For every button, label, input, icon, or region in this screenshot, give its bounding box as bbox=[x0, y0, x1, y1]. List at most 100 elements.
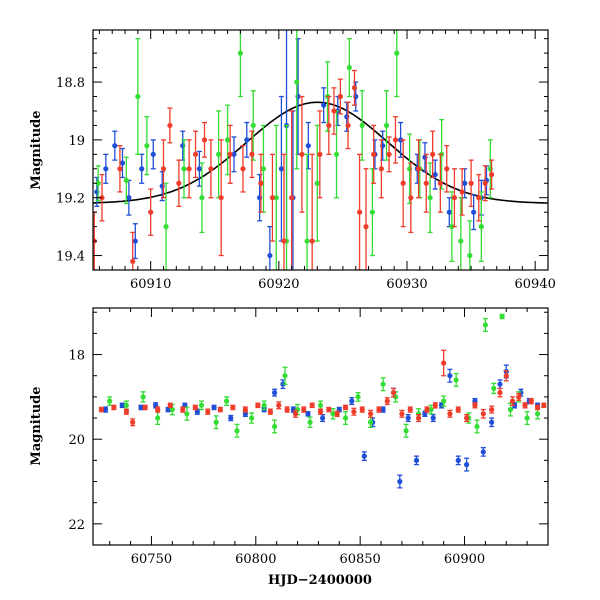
data-point bbox=[199, 162, 205, 234]
bottom-panel-frame bbox=[92, 307, 549, 546]
data-point bbox=[468, 159, 474, 208]
data-marker bbox=[130, 419, 136, 425]
data-marker bbox=[111, 404, 117, 411]
data-point bbox=[415, 413, 422, 423]
data-point bbox=[509, 396, 516, 406]
data-marker bbox=[378, 166, 384, 172]
top-panel: 60910 60920 60930 60940 18.8 19 19.2 19.4 Magni… bbox=[29, 29, 556, 292]
data-point bbox=[317, 110, 323, 199]
data-point bbox=[478, 191, 484, 262]
data-marker bbox=[430, 151, 436, 157]
data-marker bbox=[304, 238, 310, 244]
data-point bbox=[403, 423, 409, 438]
data-marker bbox=[267, 252, 273, 259]
data-marker bbox=[430, 415, 436, 421]
data-point bbox=[230, 404, 236, 411]
data-marker bbox=[397, 478, 403, 485]
data-marker bbox=[237, 50, 243, 56]
x-tick-label: 60850 bbox=[339, 552, 380, 567]
data-marker bbox=[249, 151, 255, 157]
data-marker bbox=[432, 171, 438, 178]
data-marker bbox=[123, 177, 129, 183]
y-tick-label: 18.8 bbox=[56, 76, 85, 91]
data-marker bbox=[380, 381, 386, 387]
data-point bbox=[240, 145, 246, 193]
data-point bbox=[516, 392, 522, 401]
data-point bbox=[351, 407, 357, 416]
data-point bbox=[102, 406, 109, 413]
data-point bbox=[380, 377, 386, 392]
data-point bbox=[103, 153, 109, 184]
data-point bbox=[427, 162, 433, 234]
top-panel-ticks: 60910 60920 60930 60940 18.8 19 19.2 19.4 bbox=[56, 30, 556, 292]
data-marker bbox=[349, 398, 355, 404]
data-marker bbox=[299, 151, 305, 157]
data-point bbox=[155, 411, 161, 426]
data-marker bbox=[399, 411, 405, 417]
data-marker bbox=[468, 180, 474, 186]
data-point bbox=[299, 95, 305, 213]
data-point bbox=[449, 191, 455, 262]
data-point bbox=[271, 419, 278, 434]
data-marker bbox=[534, 411, 541, 417]
data-marker bbox=[427, 195, 433, 201]
data-marker bbox=[201, 137, 208, 143]
y-tick-label: 19.4 bbox=[56, 250, 85, 265]
data-marker bbox=[119, 402, 125, 408]
data-point bbox=[321, 87, 327, 124]
top-panel-frame bbox=[92, 29, 549, 271]
data-marker bbox=[271, 423, 278, 430]
data-marker bbox=[117, 166, 123, 172]
data-marker bbox=[213, 419, 219, 425]
data-point bbox=[361, 451, 367, 462]
data-point bbox=[234, 423, 240, 438]
data-point bbox=[112, 130, 118, 161]
data-point bbox=[269, 153, 276, 242]
data-point bbox=[305, 121, 311, 170]
series-green bbox=[107, 313, 541, 438]
data-marker bbox=[497, 381, 503, 387]
data-point bbox=[119, 402, 125, 409]
data-point bbox=[380, 406, 386, 413]
data-marker bbox=[462, 180, 468, 186]
data-marker bbox=[371, 151, 377, 157]
data-marker bbox=[180, 406, 186, 413]
data-point bbox=[383, 90, 390, 161]
data-point bbox=[467, 220, 473, 270]
data-marker bbox=[292, 411, 299, 417]
data-marker bbox=[467, 252, 473, 259]
data-marker bbox=[278, 166, 285, 172]
data-marker bbox=[317, 409, 324, 415]
data-marker bbox=[359, 406, 365, 413]
data-point bbox=[390, 387, 397, 398]
data-marker bbox=[135, 93, 141, 100]
data-point bbox=[163, 182, 169, 270]
data-marker bbox=[489, 171, 495, 178]
data-marker bbox=[383, 122, 390, 129]
data-point bbox=[304, 153, 310, 270]
data-marker bbox=[140, 394, 146, 400]
data-point bbox=[314, 124, 320, 242]
data-marker bbox=[459, 189, 465, 195]
data-marker bbox=[169, 406, 175, 413]
data-marker bbox=[444, 166, 450, 172]
data-point bbox=[123, 156, 129, 205]
data-point bbox=[201, 121, 208, 158]
data-marker bbox=[464, 415, 470, 421]
data-point bbox=[138, 404, 144, 411]
data-marker bbox=[499, 313, 505, 320]
data-marker bbox=[321, 102, 327, 108]
data-point bbox=[216, 110, 222, 199]
data-point bbox=[376, 406, 382, 413]
data-marker bbox=[139, 166, 145, 172]
data-marker bbox=[384, 398, 390, 404]
data-point bbox=[359, 406, 365, 413]
data-marker bbox=[273, 195, 279, 201]
y-tick-label: 19.2 bbox=[56, 192, 85, 207]
data-point bbox=[326, 406, 332, 413]
data-marker bbox=[415, 415, 422, 421]
data-marker bbox=[480, 411, 486, 417]
data-marker bbox=[142, 404, 148, 411]
data-marker bbox=[208, 166, 214, 172]
data-point bbox=[301, 406, 307, 413]
